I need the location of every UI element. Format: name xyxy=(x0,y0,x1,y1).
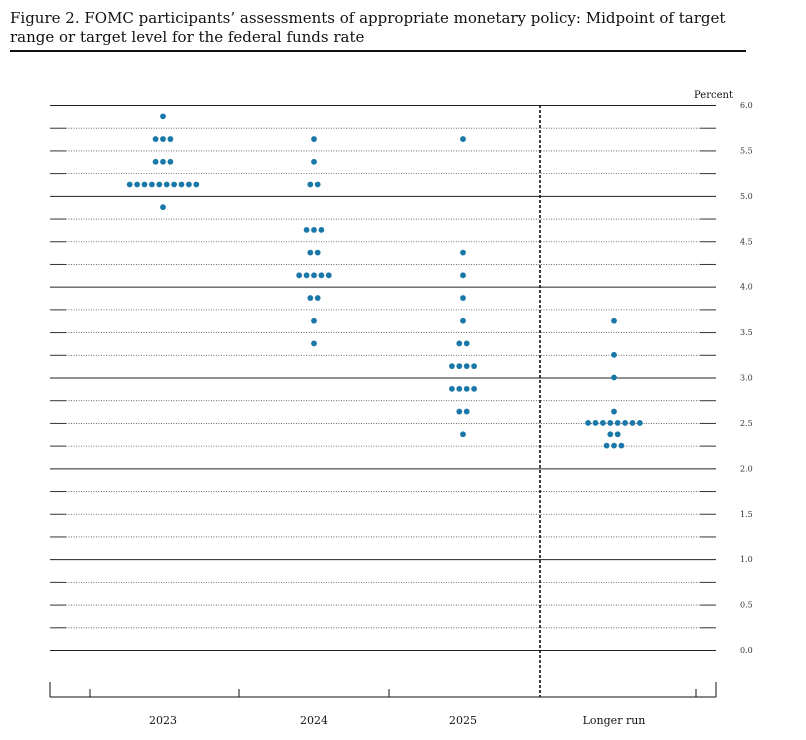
y-tick-label: 4.5 xyxy=(740,237,753,246)
y-tick-label: 6.0 xyxy=(740,101,753,110)
participant-dot xyxy=(311,136,317,142)
y-tick-label: 5.0 xyxy=(740,192,753,201)
x-category-label: 2023 xyxy=(149,714,177,727)
y-tick-label: 1.5 xyxy=(740,510,753,519)
participant-dot xyxy=(449,385,455,392)
participant-dot xyxy=(607,431,614,438)
participant-dot xyxy=(160,113,166,120)
participant-dot xyxy=(614,431,621,438)
y-tick-label: 0.0 xyxy=(740,646,753,655)
participant-dot xyxy=(186,181,192,188)
participant-dot xyxy=(618,442,625,449)
participant-dot xyxy=(325,272,332,279)
title-rule xyxy=(10,50,746,52)
y-tick-label: 1.0 xyxy=(740,555,753,564)
participant-dot xyxy=(471,363,477,370)
participant-dot xyxy=(156,181,163,188)
participant-dot xyxy=(460,136,466,142)
participant-dot xyxy=(614,420,621,426)
participant-dot xyxy=(152,158,159,165)
participant-dot xyxy=(152,136,159,142)
participant-dot xyxy=(303,272,310,279)
y-tick-label: 4.0 xyxy=(740,283,753,292)
participant-dot xyxy=(449,363,455,370)
participant-dot xyxy=(126,181,133,188)
participant-dot xyxy=(460,431,466,438)
participant-dot xyxy=(160,204,166,211)
participant-dot xyxy=(622,420,628,426)
participant-dot xyxy=(314,249,321,256)
participant-dot xyxy=(611,351,617,358)
participant-dot xyxy=(611,317,617,324)
participant-dot xyxy=(463,363,470,370)
y-axis-unit-label: Percent xyxy=(694,90,733,101)
participant-dot xyxy=(585,420,591,426)
participant-dot xyxy=(456,340,463,347)
participant-dot xyxy=(296,272,303,279)
participant-dot xyxy=(471,385,477,392)
participant-dot xyxy=(460,317,466,324)
participant-dot xyxy=(311,340,317,347)
participant-dot xyxy=(311,226,317,233)
participant-dot xyxy=(463,408,470,415)
participant-dot xyxy=(311,272,317,279)
participant-dot xyxy=(456,385,463,392)
participant-dot xyxy=(456,363,463,370)
participant-dot xyxy=(311,317,317,324)
y-tick-label: 0.5 xyxy=(740,601,753,610)
participant-dot xyxy=(307,295,314,301)
participant-dot xyxy=(463,340,470,347)
participant-dot xyxy=(592,420,599,426)
figure-title: Figure 2. FOMC participants’ assessments… xyxy=(10,9,726,46)
y-tick-label: 3.0 xyxy=(740,374,753,383)
y-tick-label: 2.0 xyxy=(740,464,753,473)
participant-dot xyxy=(637,420,643,426)
participant-dot xyxy=(149,181,155,188)
participant-dot xyxy=(629,420,636,426)
participant-dot xyxy=(160,158,166,165)
participant-dot xyxy=(611,374,617,381)
participant-dot xyxy=(611,442,617,449)
participant-dot xyxy=(314,181,321,188)
participant-dot xyxy=(193,181,200,188)
participant-dot xyxy=(178,181,185,188)
y-tick-label: 3.5 xyxy=(740,328,753,337)
participant-dot xyxy=(163,181,170,188)
participant-dot xyxy=(141,181,148,188)
x-category-label: 2024 xyxy=(300,714,328,727)
participant-dot xyxy=(600,420,606,426)
participant-dot xyxy=(318,272,325,279)
y-tick-label: 2.5 xyxy=(740,419,753,428)
participant-dot xyxy=(167,136,174,142)
participant-dot xyxy=(463,385,470,392)
participant-dot xyxy=(460,249,466,256)
participant-dot xyxy=(607,420,614,426)
x-category-label: 2025 xyxy=(449,714,477,727)
participant-dot xyxy=(460,295,466,301)
participant-dot xyxy=(303,226,310,233)
participant-dot xyxy=(160,136,166,142)
participant-dot xyxy=(460,272,466,279)
participant-dot xyxy=(307,249,314,256)
participant-dot xyxy=(171,181,178,188)
x-category-label: Longer run xyxy=(583,714,646,727)
participant-dot xyxy=(456,408,463,415)
y-tick-label: 5.5 xyxy=(740,146,753,155)
participant-dot xyxy=(603,442,610,449)
participant-dot xyxy=(167,158,174,165)
participant-dot xyxy=(134,181,141,188)
participant-dot xyxy=(611,408,617,415)
participant-dot xyxy=(311,158,317,165)
participant-dot xyxy=(307,181,314,188)
participant-dot xyxy=(314,295,321,301)
participant-dot xyxy=(318,226,325,233)
